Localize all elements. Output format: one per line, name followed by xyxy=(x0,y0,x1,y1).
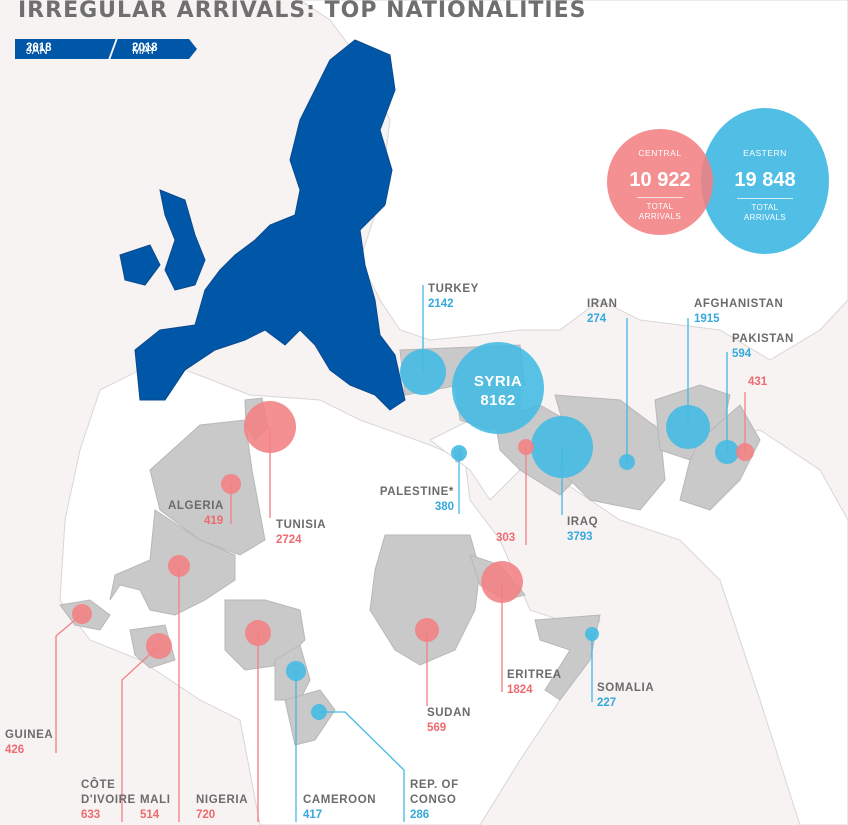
bubble-somalia xyxy=(585,627,599,641)
country-congo xyxy=(284,689,336,746)
bubble-iraq-eastern xyxy=(531,416,593,478)
arrival-bubbles xyxy=(72,342,754,720)
label-iran: IRAN 274 xyxy=(587,298,618,325)
total-central-rule xyxy=(636,197,684,198)
bubble-turkey xyxy=(400,349,446,395)
total-eastern-value: 19 848 xyxy=(734,169,796,191)
total-eastern-caption: TOTAL ARRIVALS xyxy=(743,203,787,222)
leader-line-cote-divoire xyxy=(121,645,160,822)
bubble-palestine xyxy=(451,445,467,461)
total-eastern-label: EASTERN xyxy=(743,148,787,158)
label-rep-congo: REP. OF CONGO 286 xyxy=(410,779,459,821)
period-start: JAN 2018 xyxy=(26,42,52,57)
total-central-value: 10 922 xyxy=(629,169,691,191)
total-central-label: CENTRAL xyxy=(638,148,682,158)
label-pakistan-eastern: PAKISTAN 594 xyxy=(732,333,794,360)
label-eritrea: ERITREA 1824 xyxy=(507,669,562,696)
bubble-rep-congo xyxy=(311,704,327,720)
label-iraq-central: 303 xyxy=(496,532,516,544)
total-eastern-rule xyxy=(736,198,794,199)
label-turkey: TURKEY 2142 xyxy=(428,283,479,310)
label-iraq: IRAQ 3793 xyxy=(567,516,599,543)
bubble-tunisia xyxy=(244,401,296,453)
label-tunisia: TUNISIA 2724 xyxy=(276,519,327,546)
label-cameroon: CAMEROON 417 xyxy=(303,794,377,821)
label-afghanistan: AFGHANISTAN 1915 xyxy=(694,298,784,325)
period-end: MAY 2018 xyxy=(132,42,158,57)
bubble-syria xyxy=(452,342,544,434)
bubble-cote-divoire xyxy=(146,633,172,659)
label-somalia: SOMALIA 227 xyxy=(597,682,655,709)
bubble-pakistan-central xyxy=(736,443,754,461)
label-guinea: GUINEA 426 xyxy=(5,729,54,756)
period-banner: JAN 2018 MAY 2018 xyxy=(15,39,197,59)
total-central-circle: CENTRAL 10 922 TOTAL ARRIVALS xyxy=(607,129,713,235)
syria-value: 8162 xyxy=(480,392,516,409)
bubble-mali xyxy=(168,555,190,577)
label-algeria: ALGERIA 419 xyxy=(168,500,224,527)
total-central-caption: TOTAL ARRIVALS xyxy=(638,202,682,221)
bubble-algeria xyxy=(221,474,241,494)
bubble-pakistan-eastern xyxy=(715,440,739,464)
bubble-iraq-central xyxy=(518,439,534,455)
bubble-sudan xyxy=(415,618,439,642)
syria-bubble-text: SYRIA 8162 xyxy=(458,372,538,410)
page-title: IRREGULAR ARRIVALS: TOP NATIONALITIES xyxy=(18,0,587,23)
label-cote-divoire: CÔTE D'IVOIRE 633 xyxy=(81,779,136,821)
leader-lines xyxy=(55,285,746,822)
period-separator xyxy=(108,39,118,59)
total-eastern-circle: EASTERN 19 848 TOTAL ARRIVALS xyxy=(701,108,829,254)
country-somalia xyxy=(534,614,601,701)
country-algeria xyxy=(149,419,266,556)
bubble-nigeria xyxy=(245,620,271,646)
eu-region xyxy=(119,39,406,411)
label-nigeria: NIGERIA 720 xyxy=(196,794,249,821)
bubble-guinea xyxy=(72,604,92,624)
country-sudan xyxy=(369,534,481,666)
label-palestine: PALESTINE* 380 xyxy=(379,486,454,513)
bubble-cameroon xyxy=(286,661,306,681)
label-pakistan-central: 431 xyxy=(748,376,768,388)
leader-line-guinea xyxy=(55,613,83,753)
leader-line-rep-congo xyxy=(319,711,405,822)
bubble-iran xyxy=(619,454,635,470)
bubble-afghanistan xyxy=(666,405,710,449)
bubble-eritrea xyxy=(481,561,523,603)
label-sudan: SUDAN 569 xyxy=(427,707,471,734)
syria-name: SYRIA xyxy=(473,373,523,390)
label-mali: MALI 514 xyxy=(140,794,171,821)
